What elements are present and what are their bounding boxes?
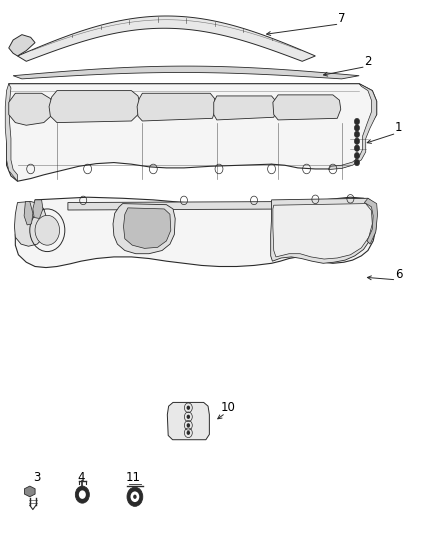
Polygon shape bbox=[24, 201, 33, 225]
Polygon shape bbox=[273, 204, 372, 259]
Text: 10: 10 bbox=[220, 401, 235, 414]
Circle shape bbox=[35, 215, 60, 245]
Circle shape bbox=[354, 145, 360, 151]
Polygon shape bbox=[49, 91, 140, 123]
Polygon shape bbox=[124, 208, 171, 248]
Circle shape bbox=[354, 118, 360, 125]
Circle shape bbox=[133, 495, 137, 499]
Polygon shape bbox=[15, 197, 377, 268]
Circle shape bbox=[354, 125, 360, 131]
Polygon shape bbox=[5, 84, 18, 181]
Polygon shape bbox=[167, 402, 209, 440]
Circle shape bbox=[354, 138, 360, 144]
Circle shape bbox=[187, 423, 190, 427]
Polygon shape bbox=[25, 486, 35, 497]
Polygon shape bbox=[9, 35, 35, 56]
Text: 11: 11 bbox=[126, 471, 141, 483]
Circle shape bbox=[187, 431, 190, 435]
Text: 3: 3 bbox=[34, 471, 41, 483]
Polygon shape bbox=[13, 66, 359, 79]
Circle shape bbox=[127, 487, 143, 506]
Circle shape bbox=[187, 415, 190, 419]
Polygon shape bbox=[14, 201, 46, 246]
Polygon shape bbox=[113, 204, 175, 254]
Polygon shape bbox=[137, 93, 215, 121]
Circle shape bbox=[354, 131, 360, 138]
Polygon shape bbox=[9, 93, 55, 125]
Text: 6: 6 bbox=[395, 268, 403, 281]
Polygon shape bbox=[273, 95, 341, 120]
Polygon shape bbox=[271, 198, 376, 263]
Circle shape bbox=[354, 152, 360, 159]
Polygon shape bbox=[214, 96, 277, 120]
Text: 2: 2 bbox=[364, 55, 372, 68]
Circle shape bbox=[79, 490, 86, 499]
Polygon shape bbox=[18, 16, 315, 61]
Circle shape bbox=[354, 159, 360, 166]
Polygon shape bbox=[328, 84, 377, 169]
Text: 7: 7 bbox=[338, 12, 346, 25]
Circle shape bbox=[187, 406, 190, 410]
Circle shape bbox=[131, 491, 139, 502]
Circle shape bbox=[75, 486, 89, 503]
Text: 4: 4 bbox=[77, 471, 85, 483]
Text: 1: 1 bbox=[395, 122, 403, 134]
Polygon shape bbox=[364, 198, 378, 244]
Polygon shape bbox=[68, 201, 307, 210]
Polygon shape bbox=[7, 84, 377, 181]
Polygon shape bbox=[33, 200, 43, 219]
